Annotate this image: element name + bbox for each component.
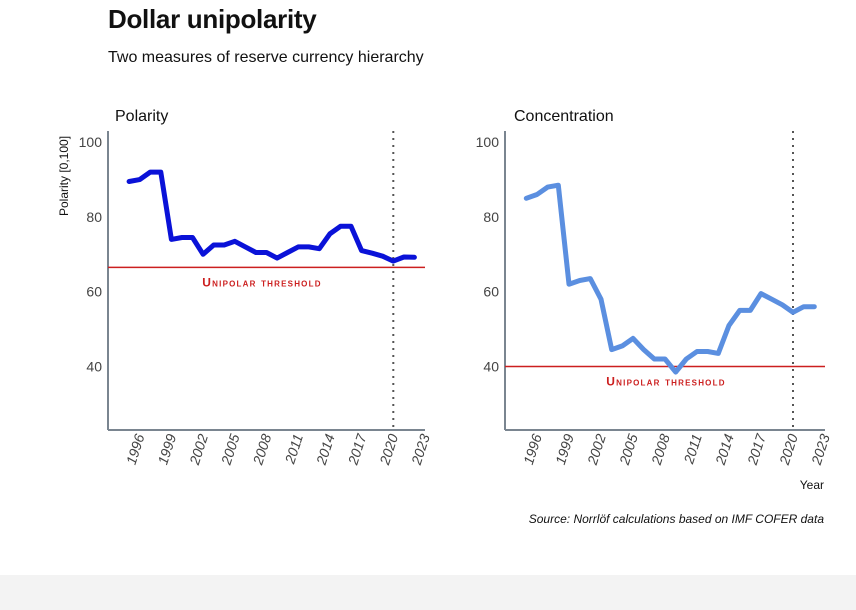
threshold-label: Unipolar threshold xyxy=(202,275,321,289)
x-tick-label: 2017 xyxy=(744,431,770,468)
x-tick-label: 2020 xyxy=(776,432,801,468)
y-tick-label: 100 xyxy=(79,134,103,150)
x-tick-label: 2005 xyxy=(616,432,641,468)
y-axis-label: Polarity [0,100] xyxy=(57,136,71,216)
x-tick-label: 2014 xyxy=(313,432,338,468)
x-tick-label: 2014 xyxy=(712,432,737,468)
footer-band xyxy=(0,575,856,610)
x-tick-label: 1999 xyxy=(552,432,577,467)
threshold-label: Unipolar threshold xyxy=(606,374,725,388)
x-tick-label: 2002 xyxy=(186,432,211,468)
x-tick-label: 2023 xyxy=(808,432,833,468)
y-tick-label: 40 xyxy=(86,358,102,374)
series-line xyxy=(126,169,417,264)
x-tick-label: 2005 xyxy=(217,432,242,468)
y-tick-label: 60 xyxy=(483,284,499,300)
x-tick-label: 2017 xyxy=(344,431,370,468)
source-note: Source: Norrlöf calculations based on IM… xyxy=(528,512,824,526)
x-tick-label: 2002 xyxy=(584,432,609,468)
polarity-panel: Polarity 40 60 80 100 1996 1999 2002 2005 2008 201… xyxy=(57,108,433,468)
x-tick-label: 1999 xyxy=(154,432,179,467)
x-axis-label: Year xyxy=(800,478,824,492)
x-tick-label: 2008 xyxy=(648,432,673,468)
chart-title: Dollar unipolarity xyxy=(108,4,317,34)
x-tick-label: 2011 xyxy=(680,432,705,467)
y-tick-label: 40 xyxy=(483,358,499,374)
x-tick-label: 1996 xyxy=(123,432,148,467)
panel-title: Concentration xyxy=(514,108,614,125)
x-tick-label: 2008 xyxy=(249,432,274,468)
x-tick-label: 2020 xyxy=(376,432,401,468)
y-tick-label: 80 xyxy=(483,209,499,225)
panel-title: Polarity xyxy=(115,108,168,125)
x-tick-label: 2023 xyxy=(408,432,433,468)
x-tick-label: 1996 xyxy=(520,432,545,467)
concentration-panel: Concentration 40 60 80 100 1996 1999 2002 2005 20… xyxy=(476,108,833,492)
y-tick-label: 100 xyxy=(476,134,500,150)
series-line xyxy=(523,182,817,375)
x-tick-label: 2011 xyxy=(281,432,306,467)
chart-subtitle: Two measures of reserve currency hierarc… xyxy=(108,49,424,66)
y-tick-label: 60 xyxy=(86,284,102,300)
y-tick-label: 80 xyxy=(86,209,102,225)
